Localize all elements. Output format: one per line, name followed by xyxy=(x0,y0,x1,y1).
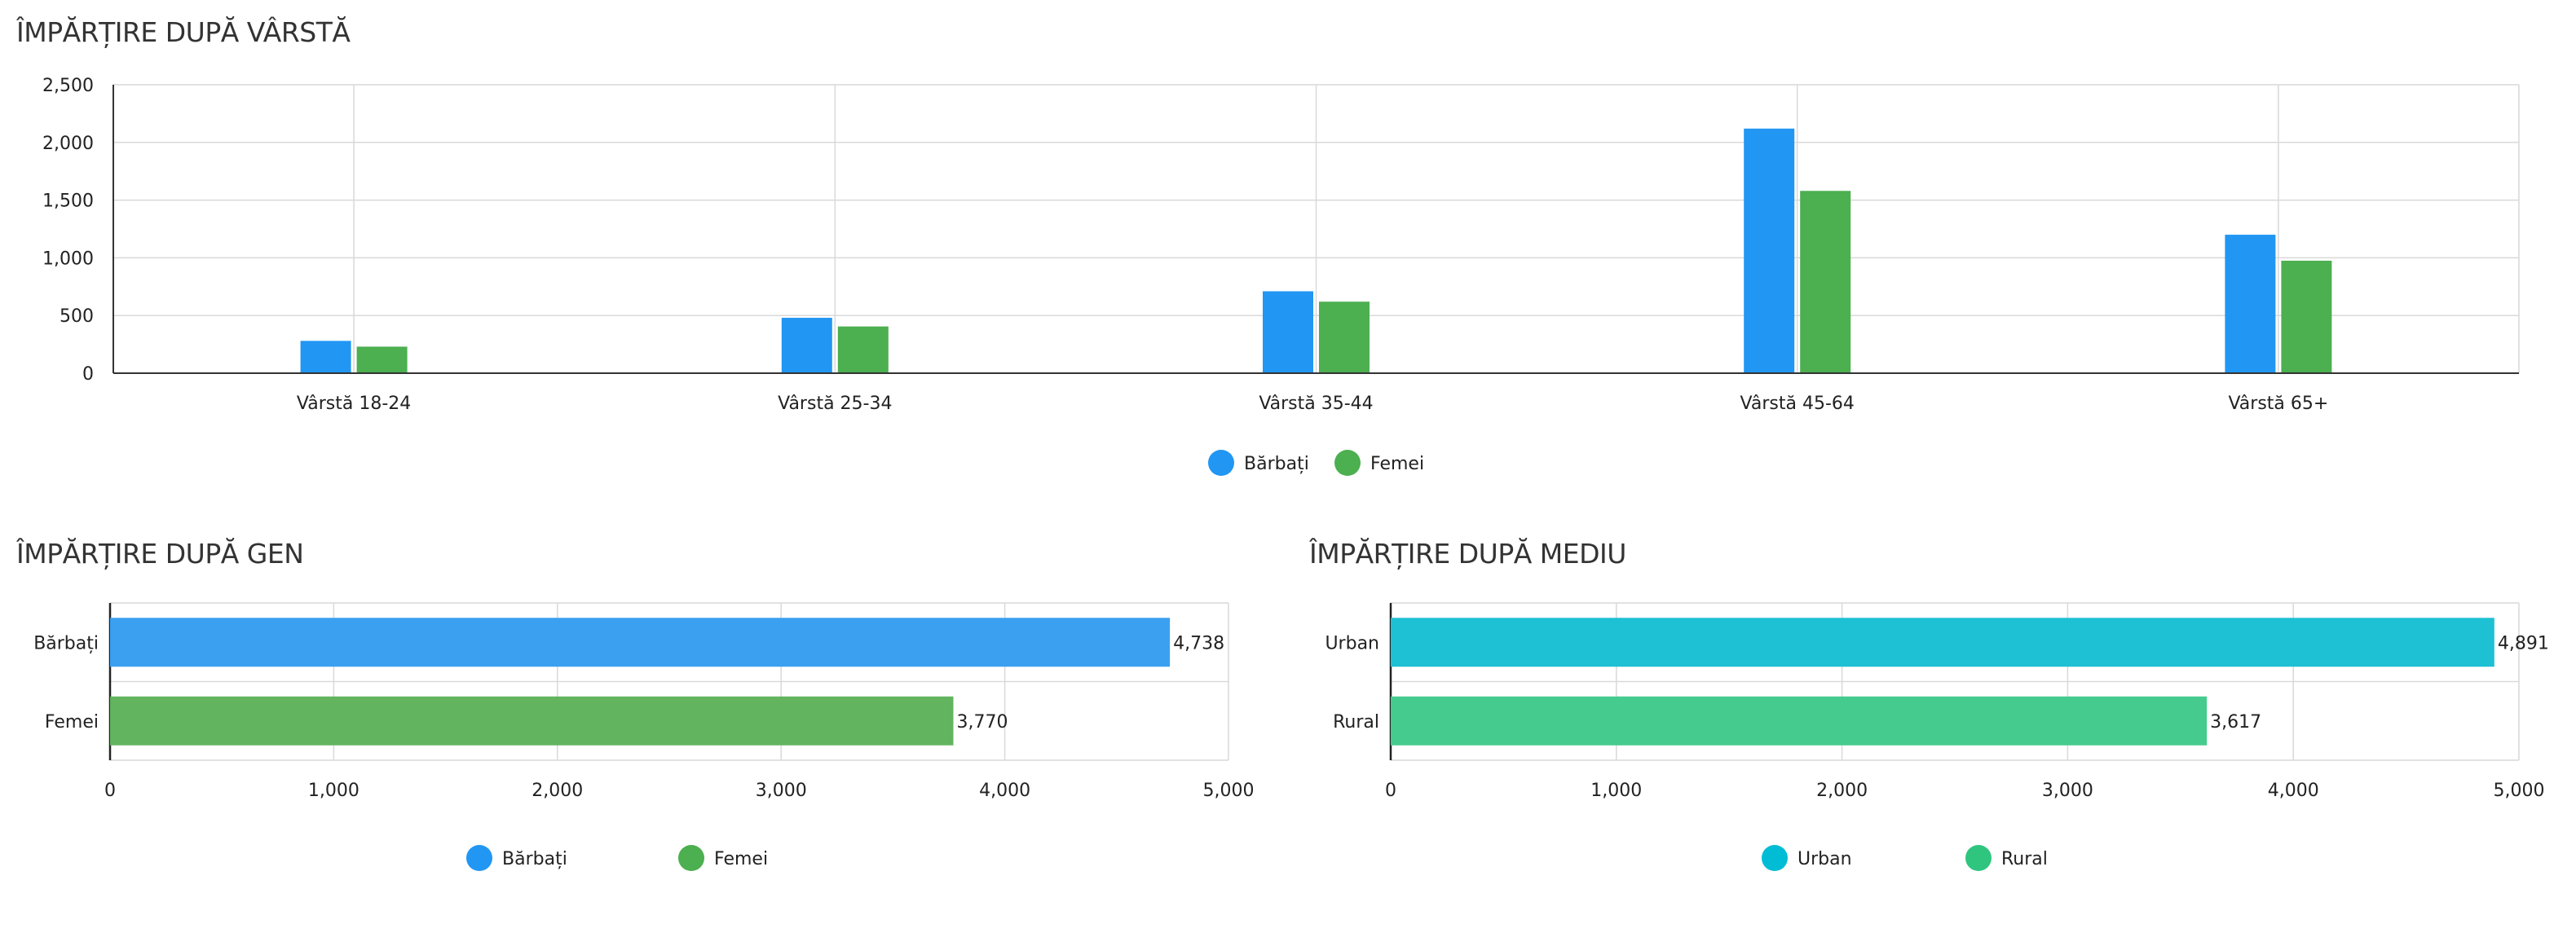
x-tick-label: 2,000 xyxy=(1816,781,1868,801)
legend-label: Rural xyxy=(2001,849,2048,869)
x-tick-label: 0 xyxy=(104,781,116,801)
gender-chart-title: ÎMPĂRȚIRE DUPĂ GEN xyxy=(16,538,304,570)
x-tick-label: Vârstă 18-24 xyxy=(297,394,411,414)
bar-femei xyxy=(1319,301,1370,373)
legend-marker xyxy=(466,845,492,871)
x-tick-label: 1,000 xyxy=(308,781,359,801)
data-label: 3,770 xyxy=(956,712,1008,733)
bar-barbati xyxy=(781,318,832,373)
x-tick-label: 5,000 xyxy=(1203,781,1255,801)
legend-label: Bărbați xyxy=(502,849,567,869)
x-tick-label: 0 xyxy=(1385,781,1396,801)
legend-label: Femei xyxy=(714,849,768,869)
x-tick-label: 1,000 xyxy=(1590,781,1642,801)
bar-rural xyxy=(1391,696,2208,746)
x-tick-label: Vârstă 35-44 xyxy=(1259,394,1373,414)
legend-marker xyxy=(1334,450,1361,476)
age-chart-panel: ÎMPĂRȚIRE DUPĂ VÂRSTĂ 0 500 1,000 1,500 2,00… xyxy=(16,16,2543,497)
legend-label: Bărbați xyxy=(1244,454,1309,474)
area-chart-title: ÎMPĂRȚIRE DUPĂ MEDIU xyxy=(1309,538,1626,570)
bar-barbati xyxy=(1744,128,1795,374)
gender-bar-chart: 0 1,000 2,000 3,000 4,000 5,000 Bărbați 4,738 Fe… xyxy=(33,602,1255,871)
x-tick-label: 3,000 xyxy=(2042,781,2093,801)
legend-marker xyxy=(1208,450,1234,476)
legend-marker xyxy=(1762,845,1788,871)
age-bar-chart: 0 500 1,000 1,500 2,000 2,500 Vârstă 18-24 Vârs… xyxy=(42,76,2520,476)
legend-marker xyxy=(678,845,704,871)
y-tick-label: 1,500 xyxy=(42,191,94,212)
area-bar-chart: 0 1,000 2,000 3,000 4,000 5,000 Urban 4,891 Rura… xyxy=(1325,602,2549,871)
y-tick-label: 2,000 xyxy=(42,134,94,154)
legend-label: Urban xyxy=(1797,849,1852,869)
bar-femei xyxy=(837,326,889,373)
gender-chart-panel: ÎMPĂRȚIRE DUPĂ GEN 0 1,000 2,000 3,000 4,000… xyxy=(16,538,1264,888)
y-category-label: Urban xyxy=(1325,633,1379,653)
bar-barbati xyxy=(300,341,351,373)
bar-femei xyxy=(356,346,408,373)
y-category-label: Rural xyxy=(1333,712,1379,733)
bar-barbati xyxy=(1263,291,1313,373)
x-tick-label: 4,000 xyxy=(979,781,1030,801)
data-label: 4,738 xyxy=(1173,633,1224,653)
bar-femei xyxy=(2281,260,2332,373)
legend-label: Femei xyxy=(1370,454,1424,474)
y-category-label: Bărbați xyxy=(33,633,99,653)
x-tick-label: Vârstă 65+ xyxy=(2228,394,2328,414)
x-tick-label: 4,000 xyxy=(2268,781,2319,801)
x-tick-label: Vârstă 25-34 xyxy=(778,394,892,414)
y-tick-label: 2,500 xyxy=(42,76,94,96)
y-tick-label: 0 xyxy=(82,364,94,385)
bar-barbati xyxy=(2225,235,2276,373)
data-label: 3,617 xyxy=(2210,712,2261,733)
bar-bărbați xyxy=(110,618,1171,667)
data-label: 4,891 xyxy=(2498,633,2549,653)
bar-femei xyxy=(110,696,954,746)
x-tick-label: 5,000 xyxy=(2494,781,2545,801)
bar-urban xyxy=(1391,618,2494,667)
bar-femei xyxy=(1800,191,1851,373)
y-tick-label: 500 xyxy=(60,306,94,327)
y-category-label: Femei xyxy=(45,712,99,733)
x-tick-label: 3,000 xyxy=(756,781,807,801)
legend-marker xyxy=(1965,845,1992,871)
age-chart-title: ÎMPĂRȚIRE DUPĂ VÂRSTĂ xyxy=(16,16,351,48)
y-tick-label: 1,000 xyxy=(42,249,94,269)
x-tick-label: Vârstă 45-64 xyxy=(1740,394,1855,414)
x-tick-label: 2,000 xyxy=(532,781,583,801)
area-chart-panel: ÎMPĂRȚIRE DUPĂ MEDIU 0 1,000 2,000 3,000 4,0… xyxy=(1309,538,2565,888)
